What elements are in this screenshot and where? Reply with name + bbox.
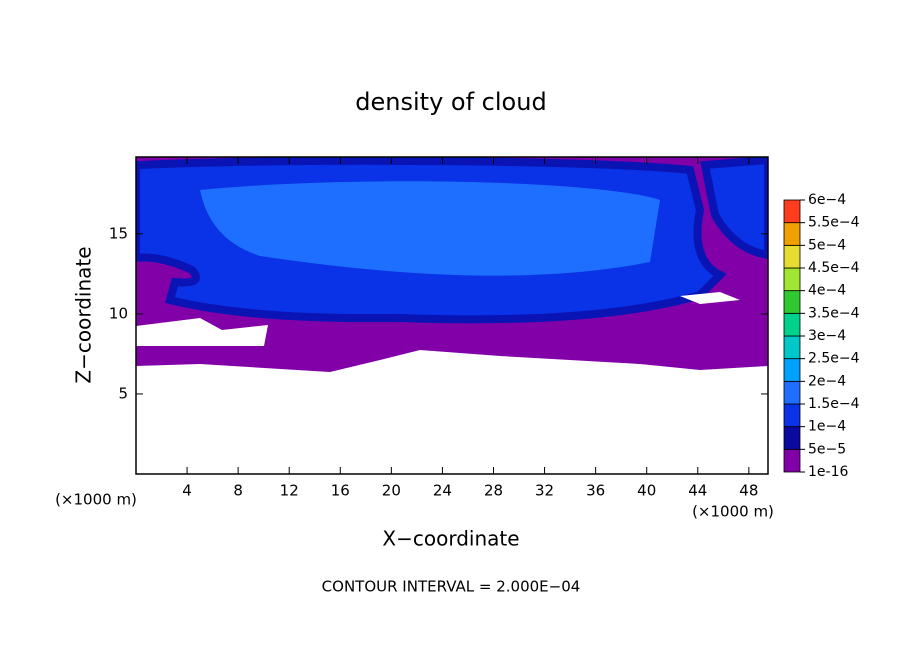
colorbar-box <box>783 312 801 337</box>
colorbar-box <box>783 199 801 224</box>
x-tick-label: 24 <box>433 482 452 500</box>
x-tick-label: 16 <box>331 482 350 500</box>
colorbar-box <box>783 380 801 405</box>
colorbar-box <box>783 426 801 450</box>
colorbar-box <box>783 448 801 473</box>
colorbar-label: 2e−4 <box>808 373 846 389</box>
colorbar-label: 5e−5 <box>808 441 846 457</box>
colorbar-label: 3.5e−4 <box>808 305 860 321</box>
x-tick-label: 48 <box>739 482 758 500</box>
colorbar-box <box>783 358 801 382</box>
field-gap <box>136 318 268 346</box>
y-axis-title: Z−coordinate <box>72 246 96 383</box>
contour-field <box>136 157 768 474</box>
y-tick-label: 5 <box>118 384 128 402</box>
x-tick-label: 44 <box>688 482 707 500</box>
x-tick-label: 40 <box>637 482 656 500</box>
colorbar-label: 1e−4 <box>808 419 846 435</box>
x-tick-label: 12 <box>280 482 299 500</box>
colorbar-label: 5.5e−4 <box>808 215 860 231</box>
colorbar-label: 1e-16 <box>808 464 848 480</box>
x-unit-label: (×1000 m) <box>692 503 774 521</box>
x-tick-label: 32 <box>535 482 554 500</box>
y-tick-label: 15 <box>109 224 128 242</box>
x-tick-label: 36 <box>586 482 605 500</box>
colorbar-label: 4e−4 <box>808 283 846 299</box>
colorbar-label: 1.5e−4 <box>808 396 860 412</box>
colorbar-label: 3e−4 <box>808 328 846 344</box>
colorbar-box <box>783 335 801 360</box>
colorbar-box <box>783 403 801 428</box>
x-tick-label: 20 <box>382 482 401 500</box>
y-unit-label: (×1000 m) <box>55 491 137 509</box>
x-tick-label: 28 <box>484 482 503 500</box>
y-tick-label: 10 <box>109 304 128 322</box>
colorbar-box <box>783 267 801 292</box>
colorbar-label: 5e−4 <box>808 237 846 253</box>
colorbar-box <box>783 222 801 246</box>
field-region <box>200 181 660 276</box>
field-gap <box>136 350 768 474</box>
colorbar-label: 6e−4 <box>808 192 846 208</box>
colorbar-label: 4.5e−4 <box>808 260 860 276</box>
annotation: CONTOUR INTERVAL = 2.000E−04 <box>322 578 581 596</box>
colorbar-label: 2.5e−4 <box>808 351 860 367</box>
x-tick-label: 4 <box>182 482 192 500</box>
field-gap <box>680 292 740 304</box>
colorbar-box <box>783 244 801 269</box>
plot-frame <box>135 156 769 475</box>
chart-title: density of cloud <box>355 88 546 116</box>
colorbar-box <box>783 290 801 314</box>
x-tick-label: 8 <box>233 482 243 500</box>
x-axis-title: X−coordinate <box>382 527 519 551</box>
